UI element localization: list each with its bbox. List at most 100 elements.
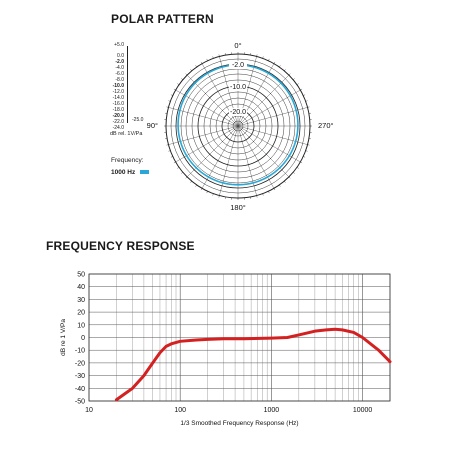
y-tick-label: 20 [77,310,85,317]
polar-tick [166,106,169,108]
y-tick-label: 40 [77,284,85,291]
polar-tick [218,195,220,198]
polar-plot: -2.0 -10.0 -20.0 0° 90° 180° 270° [147,41,334,212]
angle-label: 180° [230,203,246,212]
polar-tick [300,161,303,164]
ring-label: -20.0 [230,109,246,116]
y-tick-label: 50 [77,272,85,279]
scale-label: -4.0 [115,65,124,71]
polar-tick [256,54,258,57]
polar-tick [212,193,214,196]
polar-tick [173,88,176,91]
polar-tick [190,69,192,71]
polar-radial-line [237,125,275,189]
polar-radial-line [237,125,301,163]
polar-tick [166,144,169,146]
polar-radial-line [201,125,239,189]
x-tick-label: 10000 [353,407,373,414]
y-axis-label: dB re 1 V/Pa [60,319,67,356]
polar-tick [200,61,203,64]
ring-label-bg [229,108,247,116]
frequency-response-title: FREQUENCY RESPONSE [46,239,195,253]
ring-label: -10.0 [230,84,246,91]
polar-ring [185,73,291,179]
y-tick-label: -50 [75,399,85,406]
y-tick-label: 30 [77,297,85,304]
polar-pattern-curve [177,64,299,186]
polar-tick [273,188,276,191]
y-tick-label: -40 [75,386,85,393]
polar-tick [168,150,171,152]
polar-tick [284,69,286,71]
polar-ring [170,58,306,194]
polar-tick [185,73,188,76]
polar-ring [191,79,285,173]
polar-tick [293,172,295,174]
polar-tick [177,167,180,169]
polar-tick [293,78,295,80]
polar-tick [170,156,173,158]
polar-tick [262,56,264,59]
y-tick-label: -30 [75,373,85,380]
polar-tick [307,144,310,146]
polar-tick [307,106,310,108]
polar-tick [206,191,208,194]
scale-label: -12.0 [112,89,124,95]
polar-tick [284,181,286,183]
polar-tick [212,56,214,59]
polar-tick [177,83,180,85]
scale-bottom-right-label: -25.0 [132,117,144,123]
ring-label: -2.0 [232,62,244,69]
polar-tick [256,195,258,198]
polar-tick [296,167,299,169]
polar-tick [303,94,306,96]
scale-unit-label: dB rel. 1V/Pa [110,131,143,137]
polar-tick [262,193,264,196]
polar-tick [273,61,276,64]
polar-tick [288,176,291,179]
polar-tick [268,58,270,61]
angle-label: 90° [147,121,158,130]
polar-tick [305,100,308,102]
scale-label: -8.0 [115,77,124,83]
scale-label: -16.0 [112,101,124,107]
polar-tick [268,191,270,194]
y-tick-label: -10 [75,348,85,355]
polar-radial-line [237,125,257,196]
polar-tick [218,54,220,57]
polar-ring [203,91,273,161]
ring-label-bg [229,83,247,91]
polar-radial-line [175,125,239,163]
scale-label: -10.0 [112,83,124,89]
x-tick-label: 100 [174,407,186,414]
angle-label: 0° [234,41,241,50]
polar-ring [232,120,244,132]
x-tick-label: 1000 [264,407,280,414]
polar-tick [173,161,176,164]
polar-tick [170,94,173,96]
polar-tick [288,73,291,76]
scale-label: -22.0 [112,119,124,125]
polar-tick [303,156,306,158]
polar-radial-line [186,125,239,178]
polar-tick [181,78,183,80]
plot-frame [88,273,391,402]
scale-label: -24.0 [112,125,124,131]
frequency-label: Frequency: [111,157,144,164]
angle-label: 270° [318,121,334,130]
x-axis-label: 1/3 Smoothed Frequency Response (Hz) [180,420,298,427]
ring-label-bg [229,61,247,69]
polar-tick [185,176,188,179]
polar-pattern-title: POLAR PATTERN [111,12,214,26]
polar-tick [296,83,299,85]
polar-tick [206,58,208,61]
polar-tick [279,65,281,68]
polar-tick [305,150,308,152]
scale-label: -14.0 [112,95,124,101]
polar-scale-legend: +5.0 0.0 -2.0 -4.0 -6.0 -8.0 -10.0 -12.0 -14.0 -1… [106,42,154,144]
frequency-value: 1000 Hz [111,169,136,176]
scale-label: -20.0 [112,113,124,119]
scale-label: -18.0 [112,107,124,113]
polar-tick [300,88,303,91]
